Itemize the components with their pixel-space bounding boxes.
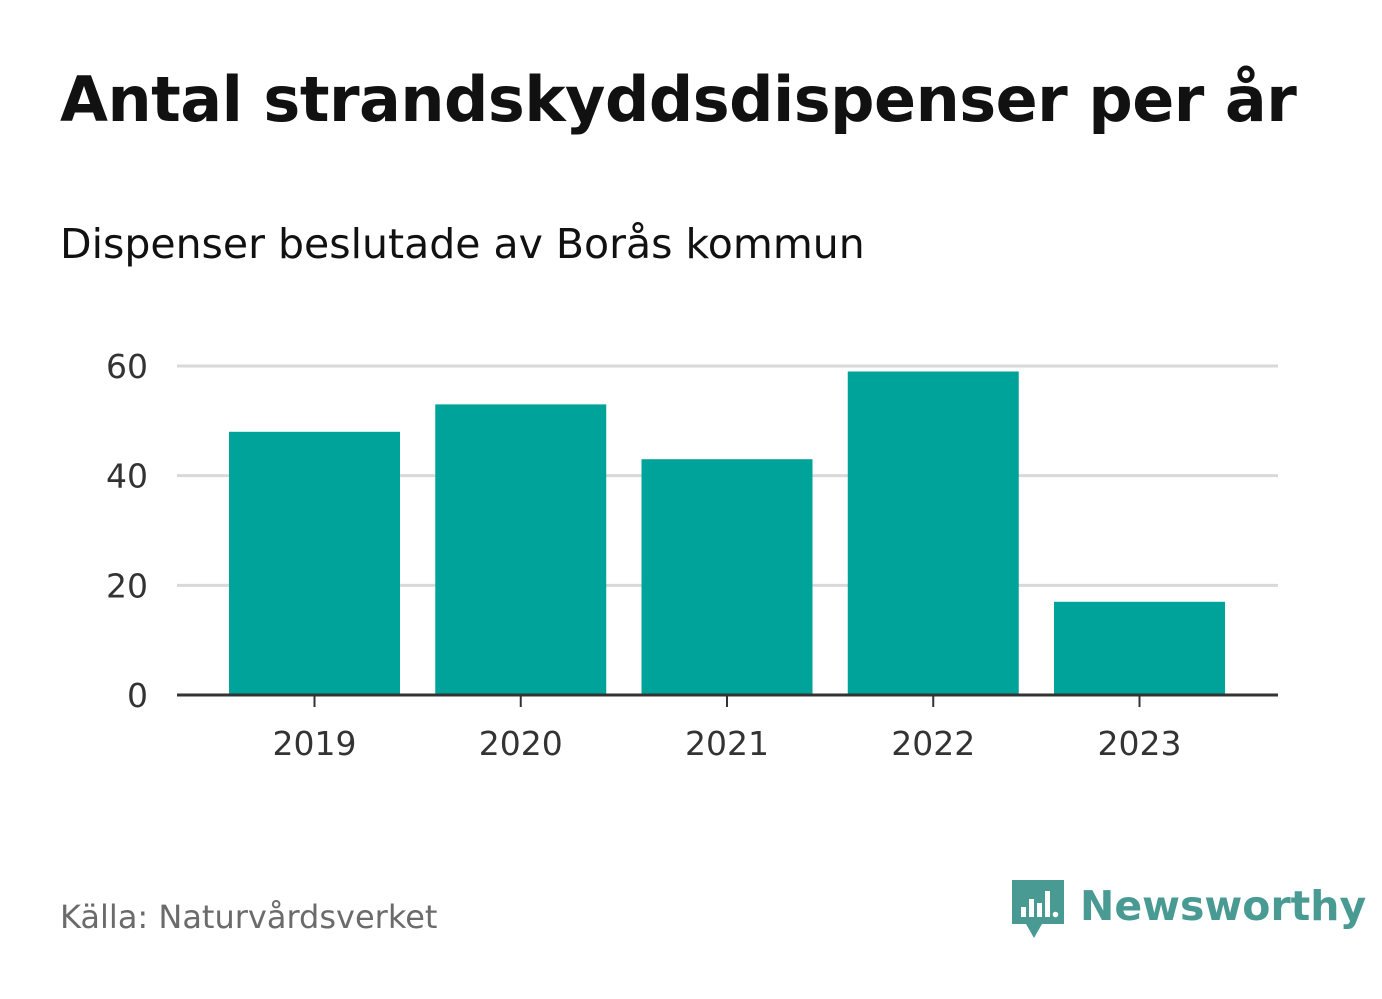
x-tick-label: 2019 bbox=[273, 724, 357, 763]
bar-2023 bbox=[1054, 601, 1225, 695]
y-tick-label: 40 bbox=[106, 457, 148, 496]
newsworthy-logo-icon bbox=[1012, 880, 1064, 938]
bar-2019 bbox=[229, 431, 400, 695]
bars bbox=[229, 371, 1225, 695]
x-tick-label: 2023 bbox=[1098, 724, 1182, 763]
source-note: Källa: Naturvårdsverket bbox=[60, 898, 438, 936]
chart-subtitle: Dispenser beslutade av Borås kommun bbox=[60, 220, 865, 268]
bar-2020 bbox=[435, 404, 607, 695]
bar-2022 bbox=[847, 371, 1019, 695]
bar-2021 bbox=[641, 459, 813, 695]
x-tick-label: 2020 bbox=[479, 724, 563, 763]
y-tick-label: 20 bbox=[106, 566, 148, 605]
brand-logo: Newsworthy bbox=[1012, 880, 1366, 940]
x-tick-label: 2021 bbox=[685, 724, 769, 763]
y-tick-label: 60 bbox=[106, 347, 148, 386]
x-tick-label: 2022 bbox=[891, 724, 975, 763]
axes: 0 20 40 60 2019 2020 2021 2022 2023 bbox=[106, 347, 1278, 763]
brand-name: Newsworthy bbox=[1080, 881, 1367, 930]
y-tick-label: 0 bbox=[127, 676, 148, 715]
chart-title: Antal strandskyddsdispenser per år bbox=[60, 63, 1297, 136]
